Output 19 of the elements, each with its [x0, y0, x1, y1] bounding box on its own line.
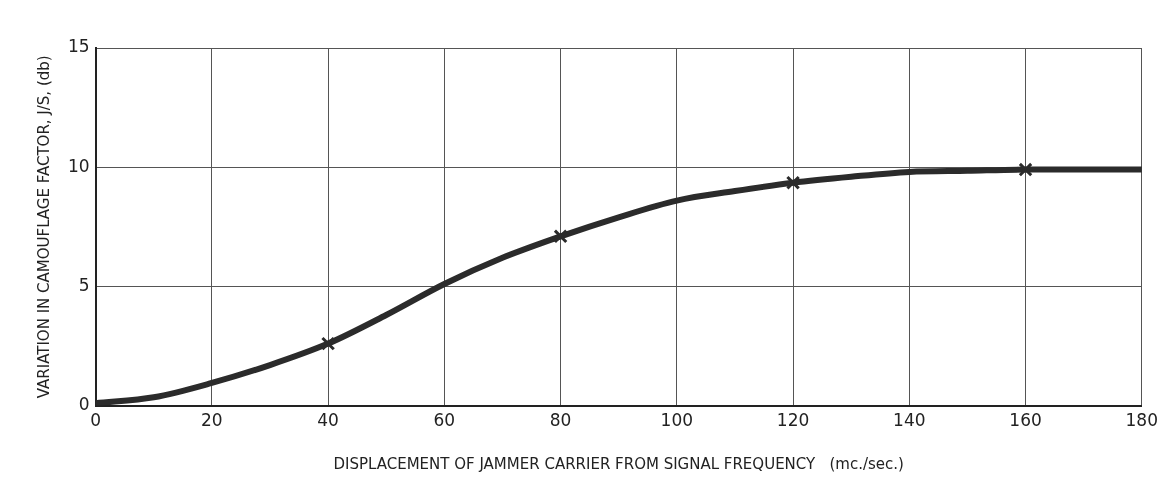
- x-axis-title: DISPLACEMENT OF JAMMER CARRIER FROM SIGNAL FREQUENCY (mc./sec.): [333, 454, 904, 473]
- point: [553, 229, 568, 244]
- x-tick-label: 20: [201, 410, 223, 431]
- x-tick-label: 100: [660, 410, 694, 431]
- y-tick-label: 5: [78, 274, 90, 295]
- x-tick-label: 140: [893, 410, 926, 431]
- x-tick-label: 60: [433, 410, 456, 431]
- x-tick-label: 120: [776, 410, 810, 431]
- x-tick-label: 40: [317, 410, 339, 431]
- point: [320, 336, 336, 351]
- y-axis-title: VARIATION IN CAMOUFLAGE FACTOR, J/S, (db): [34, 55, 53, 399]
- y-tick-label: 10: [67, 155, 90, 176]
- x-tick-label: 160: [1009, 410, 1042, 431]
- y-tick-label: 0: [78, 394, 90, 415]
- y-tick-label: 15: [67, 36, 90, 57]
- x-tick-label: 80: [549, 410, 572, 431]
- point: [785, 175, 801, 190]
- point: [1018, 162, 1033, 177]
- x-tick-label: 180: [1125, 410, 1158, 431]
